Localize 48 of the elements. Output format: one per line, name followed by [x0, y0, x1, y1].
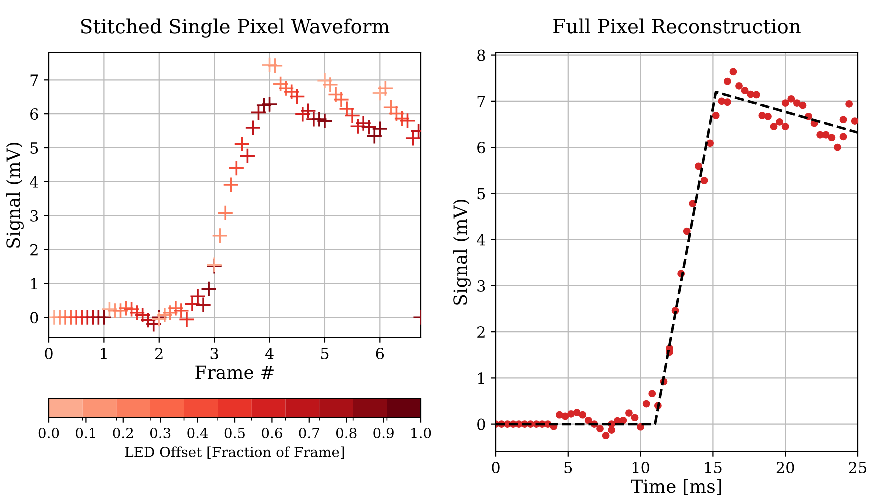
y-tick-label: 5 [30, 142, 38, 154]
color-bar-label: 0.2 [113, 428, 134, 438]
y-tick-label: 4 [477, 234, 486, 246]
y-tick-label: 3 [478, 280, 486, 292]
y-tick-label: 2 [30, 244, 38, 256]
x-axis-title: Frame # [196, 366, 274, 380]
y-tick-label: 6 [478, 142, 486, 154]
x-tick-label: 1 [101, 348, 107, 360]
color-bar-label: 0.0 [38, 428, 60, 438]
x-tick-label: 20 [776, 462, 794, 474]
y-tick-label: 4 [30, 176, 39, 188]
x-tick-label: 3 [210, 348, 218, 360]
y-tick-label: 5 [478, 188, 486, 200]
y-tick-label: 8 [478, 50, 486, 62]
y-tick-label: 0 [478, 418, 486, 430]
y-axis-title: Signal (mV) [453, 200, 471, 305]
color-bar-label: 1.0 [412, 428, 432, 438]
color-bar-label: 0.3 [150, 428, 171, 438]
color-bar-label: 0.9 [374, 428, 394, 438]
color-bar-label: 0.4 [188, 428, 208, 438]
y-axis-title: Signal (mV) [6, 143, 24, 248]
x-tick-label: 5 [321, 348, 329, 360]
y-tick-label: 7 [478, 96, 486, 108]
color-bar-label: 0.7 [299, 428, 320, 438]
y-tick-label: 6 [30, 108, 38, 120]
x-tick-label: 25 [849, 462, 867, 474]
y-tick-label: 1 [478, 372, 484, 384]
color-bar-title: LED Offset [Fraction of Frame] [125, 446, 344, 460]
x-tick-label: 0 [492, 462, 500, 474]
y-tick-label: 3 [30, 210, 38, 222]
y-tick-label: 0 [30, 312, 38, 324]
chart-title: Full Pixel Reconstruction [554, 18, 801, 34]
y-tick-label: 1 [31, 278, 38, 290]
x-tick-label: 15 [705, 462, 722, 474]
x-tick-label: 10 [632, 462, 650, 474]
color-bar-label: 0.6 [262, 428, 282, 438]
y-tick-label: 7 [30, 74, 38, 86]
color-bar-label: 0.5 [224, 428, 245, 438]
x-tick-label: 0 [45, 348, 53, 360]
color-bar-label: 0.1 [76, 428, 96, 438]
y-tick-label: 2 [478, 326, 485, 338]
color-bar-label: 0.8 [336, 428, 357, 438]
x-axis-title: Time [ms] [631, 479, 722, 496]
x-tick-label: 5 [564, 462, 572, 474]
x-tick-label: 2 [156, 348, 163, 360]
x-tick-label: 4 [265, 348, 274, 360]
x-tick-label: 6 [376, 348, 384, 360]
chart-title: Stitched Single Pixel Waveform [81, 18, 390, 38]
